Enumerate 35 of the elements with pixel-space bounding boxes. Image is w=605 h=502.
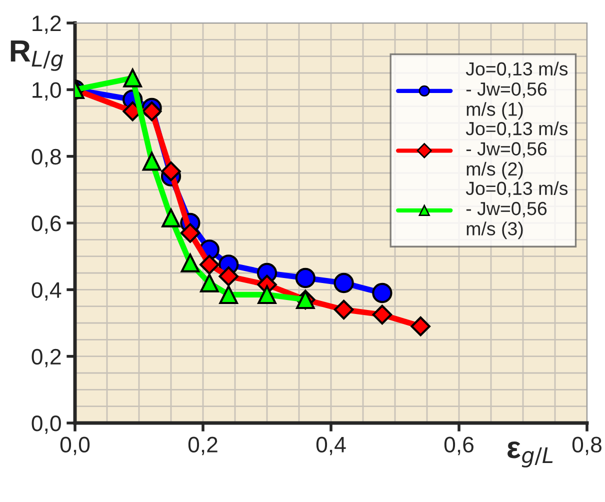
y-tick-label: 0,4 xyxy=(32,282,62,301)
point xyxy=(372,304,392,325)
x-tick-label: 0,6 xyxy=(444,436,474,456)
point xyxy=(123,68,142,88)
point xyxy=(372,282,392,304)
x-tick-label: 0,2 xyxy=(188,436,218,456)
legend-label: Jo=0,13 m/s - Jw=0,56 m/s (1) xyxy=(466,62,568,120)
x-tick-label: 0,0 xyxy=(60,436,90,456)
y-tick-label: 1,0 xyxy=(32,82,61,101)
point xyxy=(200,254,220,275)
point xyxy=(162,208,180,228)
y-tick-label: 0,8 xyxy=(32,148,61,168)
point xyxy=(410,316,430,336)
point xyxy=(180,254,200,272)
y-tick-label: 0,6 xyxy=(32,216,61,234)
legend-label: Jo=0,13 m/s - Jw=0,56 m/s (2) xyxy=(466,121,568,180)
point xyxy=(180,223,200,243)
point xyxy=(295,268,316,288)
legend-label: Jo=0,13 m/s - Jw=0,56 m/s (3) xyxy=(466,181,568,240)
x-axis-title: ε$_{g/L}$ xyxy=(508,442,553,468)
point xyxy=(161,161,181,182)
point xyxy=(200,274,219,292)
y-tick-label: 0,2 xyxy=(32,348,61,368)
x-tick-label: 0,8 xyxy=(572,436,602,456)
point xyxy=(258,285,276,304)
point xyxy=(219,285,238,304)
x-tick-label: 0,4 xyxy=(316,436,346,456)
point xyxy=(142,152,162,171)
point xyxy=(334,272,354,294)
point xyxy=(218,266,238,286)
y-tick-label: 0,0 xyxy=(32,416,61,434)
y-tick-label: 1,2 xyxy=(32,16,61,34)
point xyxy=(334,300,354,320)
y-axis-title: R$_{L/g}$ xyxy=(10,40,64,71)
point xyxy=(142,101,162,122)
